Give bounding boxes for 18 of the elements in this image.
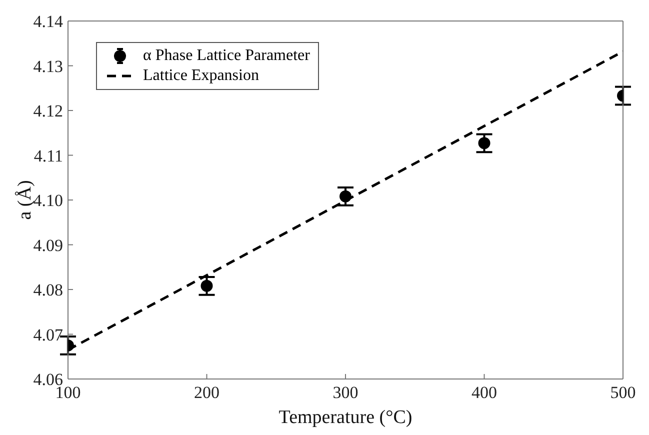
y-tick-label: 4.12 [33,102,63,121]
x-tick-label: 400 [472,383,497,402]
y-tick-label: 4.09 [33,236,63,255]
x-axis-title: Temperature (°C) [278,407,412,428]
legend-label: Lattice Expansion [143,67,259,85]
y-tick-label: 4.07 [33,325,64,344]
y-tick-label: 4.08 [33,280,63,300]
y-tick-label: 4.14 [33,12,64,32]
legend-label: α Phase Lattice Parameter [143,47,310,65]
point [478,137,490,150]
x-tick-label: 300 [332,383,358,402]
point [200,280,213,292]
y-tick-label: 4.10 [33,191,63,210]
y-tick-label: 4.11 [34,146,63,166]
x-tick-label: 500 [610,383,636,402]
y-axis-title: a (Å) [14,180,36,220]
y-tick-label: 4.13 [33,56,63,76]
x-tick-label: 200 [194,383,220,402]
